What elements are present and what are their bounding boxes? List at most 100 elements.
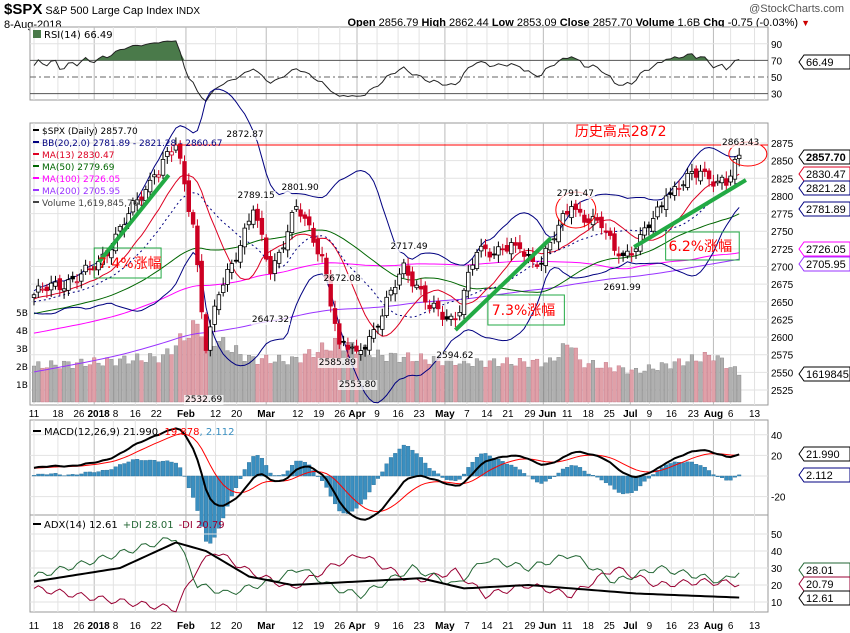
candle-body [109,249,114,259]
candle-body [268,256,273,274]
volume-bar [427,363,432,403]
price-point-label: 2532.69 [185,395,222,405]
volume-bar [586,363,591,403]
volume-bar [573,347,578,403]
candle-body [457,312,462,317]
candle-body [522,251,527,257]
candle-body [642,227,647,236]
adx-tick-label: 50 [771,530,783,541]
macd-histogram-bar [548,475,553,479]
volume-bar [44,367,49,403]
candle-body [685,173,690,188]
candle-body [83,264,88,273]
candle-body [418,285,424,290]
macd-histogram-bar [685,461,690,477]
rsi-legend: RSI(14) 66.49 [44,30,113,41]
volume-bar [595,367,600,403]
adx-legend-part: ADX(14) 12.61 [44,520,118,531]
plus-di-line [33,537,740,600]
candle-body [362,346,368,350]
macd-histogram-bar [388,457,393,477]
volume-bar [169,354,174,403]
candle-body [285,231,290,251]
volume-bar [444,359,449,403]
volume-tick-label: 4B [16,327,28,337]
macd-histogram-bar [560,468,565,477]
volume-bar [380,355,385,403]
volume-bar [517,358,522,403]
macd-histogram-bar [401,444,406,477]
volume-tick-label: 5B [16,309,28,319]
value-tag [798,366,850,382]
volume-bar [728,367,733,403]
volume-bar [195,323,200,403]
candle-body [500,248,505,251]
adx-panel [29,514,769,613]
candle-body [117,226,123,232]
volume-bar [165,348,170,403]
date-label-top: 7 [464,409,470,420]
macd-histogram-bar [552,475,557,477]
macd-tick-label: 40 [771,431,783,442]
value-tag [798,149,850,165]
candle-body [371,329,376,339]
volume-bar [457,363,462,403]
macd-histogram-bar [186,475,191,489]
legend-swatch [33,189,39,191]
candle-body [66,279,71,291]
macd-histogram-bar [96,471,101,477]
volume-bar [109,359,114,403]
macd-histogram-bar [302,461,307,477]
macd-histogram-bar [117,464,122,477]
low-value: 2853.09 [516,17,557,29]
macd-histogram-bar [406,446,411,477]
candle-body [565,210,570,215]
macd-histogram-bar [715,475,720,477]
volume-bar [367,355,372,403]
volume-bar [294,357,299,403]
macd-histogram-bar [612,475,617,490]
volume-bar [720,357,725,403]
macd-histogram-bar [702,466,707,477]
volume-bar [337,341,342,403]
date-label-bottom: Feb [177,621,195,632]
macd-histogram-bar [49,473,54,477]
candle-body [672,186,677,196]
volume-value: 1.6B [677,17,701,29]
volume-bar [268,363,273,403]
macd-histogram-bar [431,470,436,477]
candle-body [724,178,729,186]
volume-bar [423,359,428,403]
macd-histogram-bar [255,455,260,477]
candle-body [165,151,170,157]
volume-bar [629,369,634,403]
volume-bar [487,360,492,403]
macd-histogram-bar [496,458,501,477]
volume-bar [100,365,105,403]
macd-histogram-bar [268,472,273,477]
macd-histogram-bar [251,456,256,477]
macd-histogram-bar [500,461,505,477]
date-label-bottom: 12 [292,621,304,632]
date-label-top: 16 [130,409,142,420]
date-label-bottom: 16 [393,621,405,632]
volume-bar [651,368,656,403]
candle-body [698,170,703,182]
volume-bar [221,337,226,403]
volume-bar [302,353,307,403]
candle-body [586,218,591,224]
date-label-bottom: 12 [210,621,222,632]
volume-bar [565,344,570,403]
volume-bar [582,367,587,403]
price-point-label: 2717.49 [390,242,427,252]
macd-histogram-bar [165,460,170,477]
candle-body [367,336,372,351]
macd-legend-swatch [33,430,41,432]
date-label-top: 12 [292,409,304,420]
macd-histogram-bar [397,448,402,477]
macd-histogram-bar [36,473,41,477]
macd-histogram-bar [203,475,208,542]
macd-tick-label: 20 [771,451,783,462]
annotation-box [665,231,740,261]
